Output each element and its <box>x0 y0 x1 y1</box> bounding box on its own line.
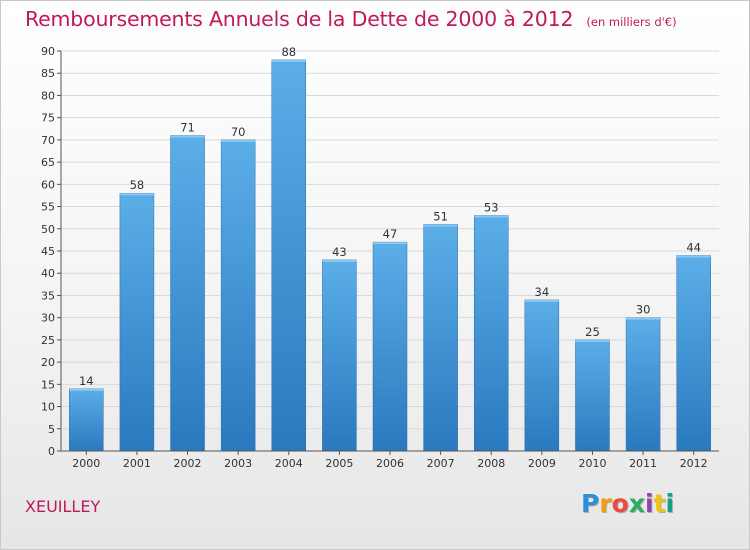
y-tick-label: 75 <box>41 112 55 125</box>
bar-top-highlight <box>322 259 357 262</box>
x-tick-label-2000: 2000 <box>72 457 100 470</box>
y-tick-label: 10 <box>41 401 55 414</box>
bar-2000 <box>69 388 104 452</box>
bar-2011 <box>625 317 661 452</box>
commune-name: XEUILLEY <box>25 497 101 516</box>
x-tick-label-2005: 2005 <box>325 457 353 470</box>
value-label-2004: 88 <box>281 45 296 59</box>
y-tick-label: 25 <box>41 334 55 347</box>
bar-top-highlight <box>373 242 407 245</box>
axis-layer <box>57 50 719 455</box>
value-label-2002: 71 <box>180 120 195 134</box>
x-tick-label-2004: 2004 <box>275 457 303 470</box>
value-label-2009: 34 <box>535 285 550 299</box>
y-tick-label: 80 <box>41 89 55 102</box>
bar-2005 <box>322 259 357 452</box>
bar-2009 <box>524 299 560 452</box>
bar-2008 <box>473 215 509 452</box>
value-label-2006: 47 <box>383 227 398 241</box>
y-tick-label: 5 <box>48 423 55 436</box>
x-tick-label-2009: 2009 <box>528 457 556 470</box>
y-tick-label: 35 <box>41 289 55 302</box>
x-tick-label-2007: 2007 <box>427 457 455 470</box>
bar-top-highlight <box>69 388 104 391</box>
value-label-2003: 70 <box>231 125 246 139</box>
y-tick-label: 20 <box>41 356 55 369</box>
y-tick-label: 45 <box>41 245 55 258</box>
bar-top-highlight <box>575 339 610 342</box>
bar-top-highlight <box>170 135 205 138</box>
bar-top-highlight <box>474 215 509 218</box>
chart-unit: (en milliers d'€) <box>586 15 677 29</box>
y-tick-label: 70 <box>41 134 55 147</box>
y-tick-label: 30 <box>41 312 55 325</box>
bar-2003 <box>220 139 256 452</box>
x-tick-label-2003: 2003 <box>224 457 252 470</box>
chart-title: Remboursements Annuels de la Dette de 20… <box>25 7 574 31</box>
bar-2001 <box>119 192 155 452</box>
y-tick-label: 85 <box>41 67 55 80</box>
bar-top-highlight <box>626 317 661 320</box>
value-label-2011: 30 <box>636 303 651 317</box>
bar-top-highlight <box>271 59 306 62</box>
y-tick-label: 90 <box>41 45 55 58</box>
y-tick-label: 15 <box>41 378 55 391</box>
bar-top-highlight <box>676 255 711 258</box>
proxiti-logo[interactable]: Proxiti <box>581 489 674 518</box>
y-tick-label: 50 <box>41 223 55 236</box>
logo-letter: t <box>653 489 666 518</box>
logo-letter: i <box>665 489 675 518</box>
bar-2004 <box>271 59 307 452</box>
y-tick-label: 65 <box>41 156 55 169</box>
x-tick-label-2006: 2006 <box>376 457 404 470</box>
bar-2012 <box>676 255 711 452</box>
x-tick-label-2001: 2001 <box>123 457 151 470</box>
bar-2007 <box>423 224 458 452</box>
y-tick-label: 0 <box>48 445 55 458</box>
value-label-2008: 53 <box>484 200 499 214</box>
label-layer: 0 5 10 15 20 25 30 35 40 45 50 55 60 65 70 75 80 85 90 14 20… <box>41 45 708 470</box>
title-block: Remboursements Annuels de la Dette de 20… <box>25 7 677 31</box>
value-label-2007: 51 <box>433 209 448 223</box>
x-tick-label-2008: 2008 <box>477 457 505 470</box>
value-label-2012: 44 <box>686 240 701 254</box>
bar-2010 <box>575 339 610 452</box>
bar-2002 <box>170 135 205 452</box>
bar-2006 <box>372 241 408 452</box>
y-tick-label: 60 <box>41 178 55 191</box>
logo-letter: x <box>628 489 645 518</box>
bar-top-highlight <box>119 193 154 196</box>
x-tick-label-2012: 2012 <box>680 457 708 470</box>
bar-top-highlight <box>423 224 458 227</box>
y-tick-label: 55 <box>41 201 55 214</box>
bar-layer <box>69 59 711 452</box>
x-tick-label-2010: 2010 <box>578 457 606 470</box>
value-label-2010: 25 <box>585 325 600 339</box>
bar-top-highlight <box>524 299 559 302</box>
value-label-2001: 58 <box>130 178 145 192</box>
value-label-2000: 14 <box>79 374 94 388</box>
value-label-2005: 43 <box>332 245 347 259</box>
logo-letter: r <box>599 489 612 518</box>
x-tick-label-2002: 2002 <box>174 457 202 470</box>
logo-letter: P <box>581 489 600 518</box>
bar-top-highlight <box>221 139 256 142</box>
y-tick-label: 40 <box>41 267 55 280</box>
x-tick-label-2011: 2011 <box>629 457 657 470</box>
logo-letter: i <box>645 489 654 518</box>
logo-letter: o <box>611 489 629 518</box>
